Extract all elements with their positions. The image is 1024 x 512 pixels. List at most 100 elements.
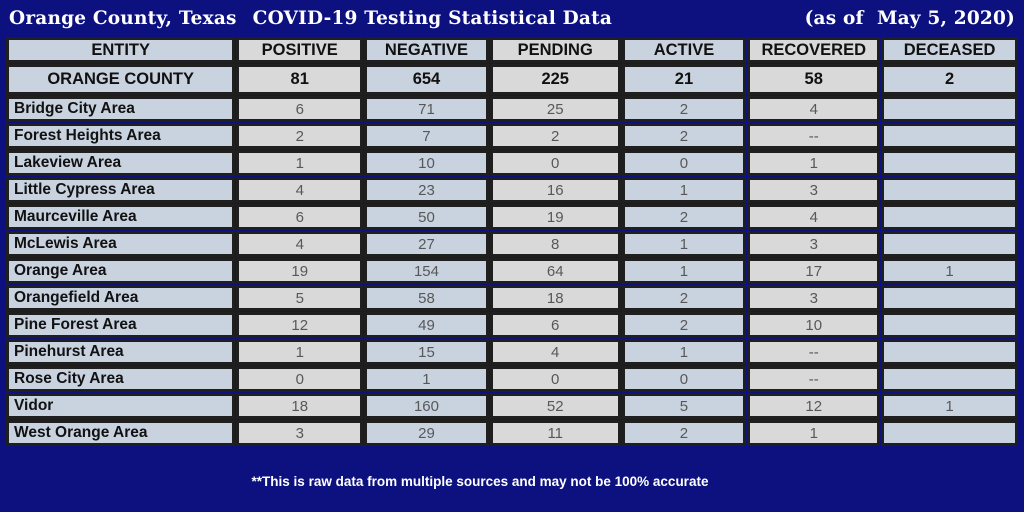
value-cell-west-orange-area-negative: 29: [364, 420, 489, 446]
value-cell-orangefield-area-positive: 5: [236, 285, 364, 311]
value-cell-orange-area-active: 1: [621, 258, 747, 284]
value-cell-rose-city-area-deceased: [881, 366, 1018, 392]
value-cell-maurceville-area-positive: 6: [236, 204, 364, 230]
value-cell-vidor-pending: 52: [489, 393, 621, 419]
value-cell-maurceville-area-negative: 50: [364, 204, 489, 230]
entity-cell-maurceville-area: Maurceville Area: [6, 204, 236, 230]
page-title: Orange County, Texas COVID-19 Testing Sta…: [9, 8, 612, 29]
value-cell-forest-heights-area-pending: 2: [489, 123, 621, 149]
value-cell-pine-forest-area-pending: 6: [489, 312, 621, 338]
value-cell-orangefield-area-deceased: [881, 285, 1018, 311]
county-entity-cell: ORANGE COUNTY: [6, 64, 236, 95]
value-cell-little-cypress-area-pending: 16: [489, 177, 621, 203]
value-cell-mclewis-area-negative: 27: [364, 231, 489, 257]
value-cell-bridge-city-area-negative: 71: [364, 96, 489, 122]
value-cell-pine-forest-area-negative: 49: [364, 312, 489, 338]
value-cell-forest-heights-area-active: 2: [621, 123, 747, 149]
value-cell-vidor-recovered: 12: [747, 393, 881, 419]
value-cell-maurceville-area-deceased: [881, 204, 1018, 230]
value-cell-bridge-city-area-active: 2: [621, 96, 747, 122]
value-cell-vidor-deceased: 1: [881, 393, 1018, 419]
entity-cell-pinehurst-area: Pinehurst Area: [6, 339, 236, 365]
county-value-positive: 81: [236, 64, 364, 95]
table-row-vidor: Vidor 18 160 52 5 12 1: [6, 393, 1018, 419]
entity-cell-rose-city-area: Rose City Area: [6, 366, 236, 392]
value-cell-orangefield-area-pending: 18: [489, 285, 621, 311]
value-cell-forest-heights-area-positive: 2: [236, 123, 364, 149]
value-cell-rose-city-area-active: 0: [621, 366, 747, 392]
table-row-orangefield-area: Orangefield Area 5 58 18 2 3: [6, 285, 1018, 311]
entity-cell-little-cypress-area: Little Cypress Area: [6, 177, 236, 203]
value-cell-bridge-city-area-positive: 6: [236, 96, 364, 122]
value-cell-pine-forest-area-active: 2: [621, 312, 747, 338]
table-row-rose-city-area: Rose City Area 0 1 0 0 --: [6, 366, 1018, 392]
header-cell-entity: ENTITY: [6, 37, 236, 63]
entity-cell-orangefield-area: Orangefield Area: [6, 285, 236, 311]
table-row-lakeview-area: Lakeview Area 1 10 0 0 1: [6, 150, 1018, 176]
county-value-deceased: 2: [881, 64, 1018, 95]
header-cell-deceased: DECEASED: [881, 37, 1018, 63]
value-cell-bridge-city-area-deceased: [881, 96, 1018, 122]
value-cell-maurceville-area-active: 2: [621, 204, 747, 230]
value-cell-pinehurst-area-positive: 1: [236, 339, 364, 365]
header-cell-positive: POSITIVE: [236, 37, 364, 63]
value-cell-forest-heights-area-deceased: [881, 123, 1018, 149]
value-cell-forest-heights-area-negative: 7: [364, 123, 489, 149]
table-row-bridge-city-area: Bridge City Area 6 71 25 2 4: [6, 96, 1018, 122]
value-cell-maurceville-area-pending: 19: [489, 204, 621, 230]
page-title-location: Orange County, Texas: [9, 7, 237, 29]
page-title-subject: COVID-19 Testing Statistical Data: [252, 7, 613, 29]
value-cell-orange-area-positive: 19: [236, 258, 364, 284]
value-cell-lakeview-area-active: 0: [621, 150, 747, 176]
disclaimer-note: **This is raw data from multiple sources…: [251, 474, 709, 489]
entity-cell-bridge-city-area: Bridge City Area: [6, 96, 236, 122]
value-cell-mclewis-area-recovered: 3: [747, 231, 881, 257]
header-cell-pending: PENDING: [489, 37, 621, 63]
entity-cell-vidor: Vidor: [6, 393, 236, 419]
value-cell-little-cypress-area-positive: 4: [236, 177, 364, 203]
value-cell-vidor-active: 5: [621, 393, 747, 419]
value-cell-orange-area-deceased: 1: [881, 258, 1018, 284]
entity-cell-west-orange-area: West Orange Area: [6, 420, 236, 446]
value-cell-lakeview-area-recovered: 1: [747, 150, 881, 176]
table-row-mclewis-area: McLewis Area 4 27 8 1 3: [6, 231, 1018, 257]
value-cell-orange-area-negative: 154: [364, 258, 489, 284]
value-cell-west-orange-area-deceased: [881, 420, 1018, 446]
value-cell-pine-forest-area-recovered: 10: [747, 312, 881, 338]
value-cell-little-cypress-area-active: 1: [621, 177, 747, 203]
entity-cell-lakeview-area: Lakeview Area: [6, 150, 236, 176]
covid-table-body: ENTITY POSITIVE NEGATIVE PENDING ACTIVE RECOV…: [6, 37, 1018, 446]
value-cell-bridge-city-area-recovered: 4: [747, 96, 881, 122]
value-cell-vidor-negative: 160: [364, 393, 489, 419]
county-value-negative: 654: [364, 64, 489, 95]
value-cell-west-orange-area-positive: 3: [236, 420, 364, 446]
value-cell-vidor-positive: 18: [236, 393, 364, 419]
value-cell-little-cypress-area-deceased: [881, 177, 1018, 203]
value-cell-pine-forest-area-positive: 12: [236, 312, 364, 338]
covid-stats-table: ENTITY POSITIVE NEGATIVE PENDING ACTIVE RECOV…: [5, 36, 1019, 447]
value-cell-rose-city-area-positive: 0: [236, 366, 364, 392]
value-cell-west-orange-area-pending: 11: [489, 420, 621, 446]
value-cell-orangefield-area-recovered: 3: [747, 285, 881, 311]
value-cell-pinehurst-area-recovered: --: [747, 339, 881, 365]
county-value-active: 21: [621, 64, 747, 95]
header-cell-active: ACTIVE: [621, 37, 747, 63]
value-cell-orangefield-area-active: 2: [621, 285, 747, 311]
value-cell-orangefield-area-negative: 58: [364, 285, 489, 311]
value-cell-maurceville-area-recovered: 4: [747, 204, 881, 230]
value-cell-little-cypress-area-negative: 23: [364, 177, 489, 203]
entity-cell-pine-forest-area: Pine Forest Area: [6, 312, 236, 338]
value-cell-mclewis-area-deceased: [881, 231, 1018, 257]
value-cell-orange-area-pending: 64: [489, 258, 621, 284]
table-row-little-cypress-area: Little Cypress Area 4 23 16 1 3: [6, 177, 1018, 203]
value-cell-rose-city-area-pending: 0: [489, 366, 621, 392]
value-cell-pinehurst-area-negative: 15: [364, 339, 489, 365]
county-value-recovered: 58: [747, 64, 881, 95]
value-cell-forest-heights-area-recovered: --: [747, 123, 881, 149]
table-row-orange-area: Orange Area 19 154 64 1 17 1: [6, 258, 1018, 284]
value-cell-west-orange-area-active: 2: [621, 420, 747, 446]
table-row-maurceville-area: Maurceville Area 6 50 19 2 4: [6, 204, 1018, 230]
value-cell-mclewis-area-active: 1: [621, 231, 747, 257]
entity-cell-mclewis-area: McLewis Area: [6, 231, 236, 257]
